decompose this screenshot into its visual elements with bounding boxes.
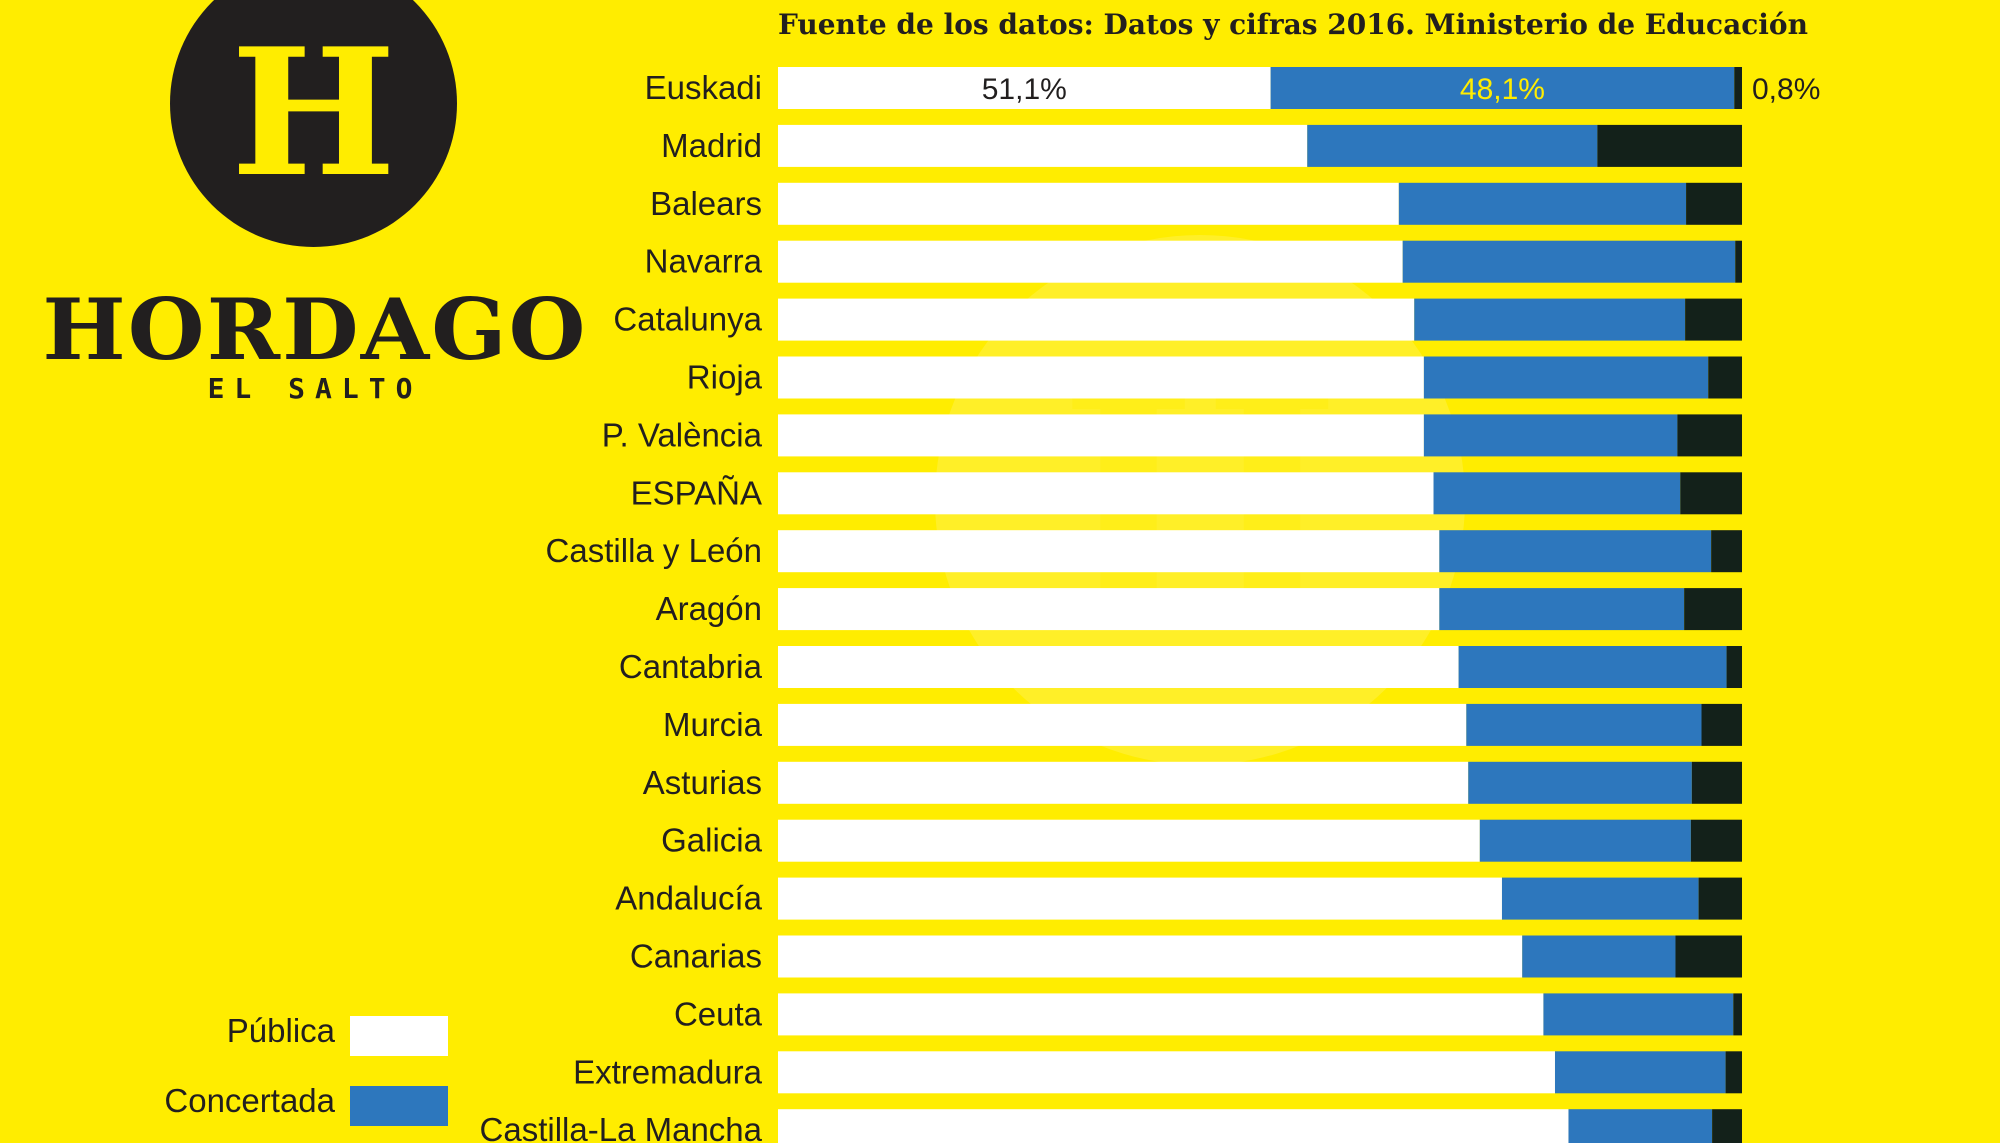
bar-segment-publica [778, 877, 1502, 920]
category-label: Madrid [661, 127, 762, 164]
bar-segment-publica [778, 646, 1459, 688]
bar-segment-publica [778, 472, 1434, 515]
bar-segment-privada [1675, 935, 1742, 978]
data-label: 51,1% [982, 73, 1067, 106]
logo: H [170, 0, 457, 247]
category-label: Castilla-La Mancha [480, 1111, 763, 1143]
bar-segment-concertada [1439, 530, 1712, 573]
bar-segment-privada [1734, 67, 1742, 109]
bar-segment-privada [1684, 588, 1742, 631]
bar-segment-concertada [1479, 819, 1691, 862]
bar-segment-publica [778, 819, 1480, 862]
bar-segment-privada [1726, 646, 1742, 688]
bar-segment-privada [1733, 993, 1742, 1036]
category-label: Ceuta [674, 995, 763, 1032]
bar-segment-privada [1680, 472, 1742, 515]
bar-segment-publica [778, 182, 1399, 225]
category-label: Extremadura [573, 1053, 763, 1090]
bar-segment-concertada [1522, 935, 1676, 978]
bar-segment-publica [778, 530, 1440, 573]
category-label: Aragón [656, 590, 762, 627]
bar-segment-concertada [1439, 588, 1685, 631]
category-label: Galicia [661, 822, 763, 859]
bar-segment-privada [1708, 356, 1742, 399]
category-label: Asturias [643, 764, 762, 801]
legend-label-concertada: Concertada [164, 1082, 335, 1119]
category-label: Murcia [663, 706, 763, 743]
bar-segment-privada [1690, 819, 1742, 862]
bar-segment-concertada [1398, 182, 1687, 225]
bar-segment-privada [1691, 761, 1742, 804]
bar-segment-concertada [1402, 240, 1736, 283]
bar-segment-publica [778, 124, 1308, 167]
bar-segment-privada [1725, 1051, 1742, 1094]
bar-segment-publica [778, 414, 1424, 457]
bar-segment-privada [1701, 703, 1742, 746]
brand-name: HORDAGO [42, 280, 588, 379]
bar-segment-concertada [1433, 472, 1681, 515]
bar-segment-privada [1597, 124, 1742, 167]
category-label: Cantabria [619, 648, 763, 685]
bar-segment-concertada [1458, 646, 1727, 688]
legend-swatch-publica [350, 1016, 448, 1056]
data-label: 0,8% [1752, 73, 1820, 106]
legend-swatch-concertada [350, 1086, 448, 1126]
bar-segment-publica [778, 1109, 1569, 1143]
bar-segment-concertada [1568, 1109, 1713, 1143]
bar-segment-publica [778, 356, 1424, 399]
bar-segment-publica [778, 761, 1469, 804]
category-label: Euskadi [645, 69, 762, 106]
bar-segment-privada [1735, 240, 1742, 283]
category-label: Balears [650, 185, 762, 222]
category-label: ESPAÑA [631, 474, 762, 511]
bar-segment-publica [778, 703, 1467, 746]
bar-segment-concertada [1543, 993, 1734, 1036]
bar-segment-publica [778, 588, 1440, 631]
bar-segment-publica [778, 240, 1403, 283]
bar-segment-concertada [1414, 298, 1686, 341]
category-label: Castilla y León [546, 532, 762, 569]
chart-source-subtitle: Fuente de los datos: Datos y cifras 2016… [778, 8, 1808, 41]
bar-segment-publica [778, 67, 1271, 109]
legend-label-publica: Pública [226, 1012, 335, 1049]
category-label: Catalunya [613, 301, 762, 338]
bar-segment-concertada [1468, 761, 1692, 804]
bar-segment-concertada [1554, 1051, 1726, 1094]
category-label: Andalucía [615, 880, 762, 917]
bar-segment-publica [778, 935, 1523, 978]
brand-subtitle: EL SALTO [207, 372, 423, 405]
bar-segment-concertada [1466, 703, 1702, 746]
bar-segment-concertada [1501, 877, 1699, 920]
bar-segment-privada [1711, 530, 1742, 573]
bar-segment-privada [1712, 1109, 1742, 1143]
bar-segment-concertada [1423, 414, 1678, 457]
bar-segment-privada [1677, 414, 1742, 457]
bar-segment-privada [1698, 877, 1742, 920]
logo-letter: H [230, 11, 397, 216]
category-label: Canarias [630, 938, 762, 975]
bar-segment-privada [1685, 298, 1742, 341]
bar-segment-concertada [1307, 124, 1598, 167]
data-label: 48,1% [1460, 73, 1545, 106]
bar-segment-publica [778, 1051, 1555, 1094]
bar-segment-concertada [1270, 67, 1735, 109]
category-label: P. València [602, 416, 763, 453]
bar-segment-privada [1686, 182, 1742, 225]
bar-segment-publica [778, 993, 1544, 1036]
category-label: Rioja [687, 359, 763, 396]
bar-segment-publica [778, 298, 1415, 341]
bar-segment-concertada [1423, 356, 1709, 399]
category-label: Navarra [645, 243, 763, 280]
